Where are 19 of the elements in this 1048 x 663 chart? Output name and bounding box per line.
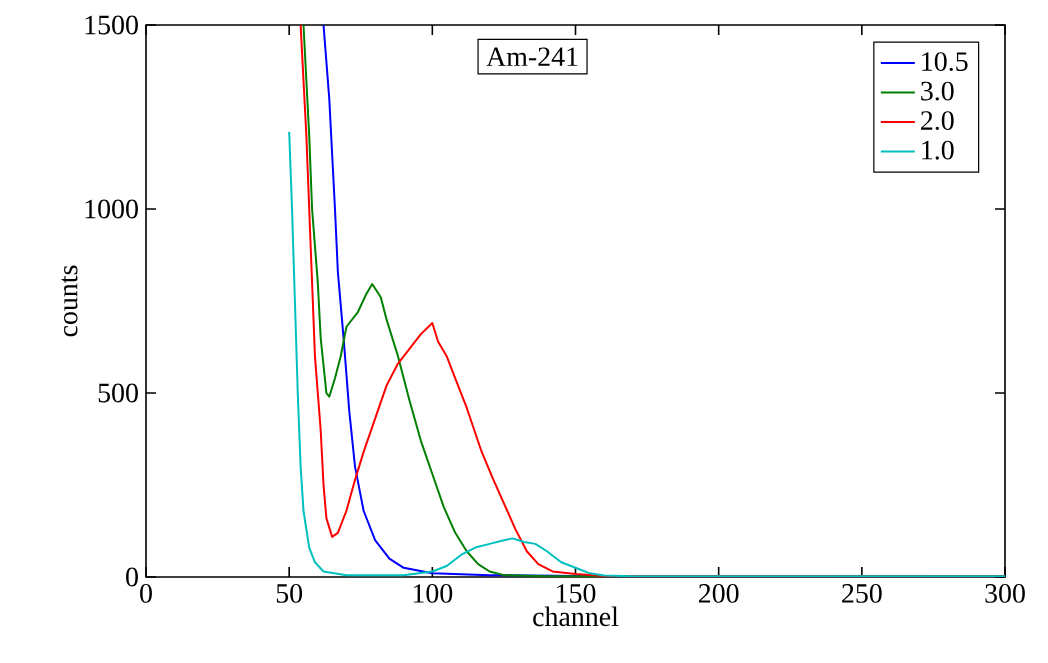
annotation: Am-241 [486, 47, 578, 66]
x-tick-label: 250 [842, 584, 882, 603]
x-tick-label: 300 [985, 584, 1025, 603]
x-axis-title: channel [533, 606, 619, 627]
y-tick-label: 0 [126, 567, 138, 587]
y-tick-label: 1500 [85, 15, 138, 35]
legend-label: 3.0 [921, 81, 954, 101]
x-tick-label: 200 [698, 584, 739, 603]
legend-label: 2.0 [921, 111, 954, 131]
x-tick-label: 100 [413, 584, 453, 603]
y-axis-title: counts [61, 265, 78, 337]
y-tick-label: 1000 [85, 199, 138, 219]
x-tick-label: 50 [276, 584, 303, 603]
legend-label: 1.0 [922, 140, 954, 160]
line-series [288, 130, 1006, 577]
y-tick-label: 500 [98, 383, 138, 403]
legend-label: 10.5 [922, 52, 968, 72]
x-tick-label: 0 [140, 584, 152, 603]
x-tick-label: 150 [557, 584, 596, 603]
